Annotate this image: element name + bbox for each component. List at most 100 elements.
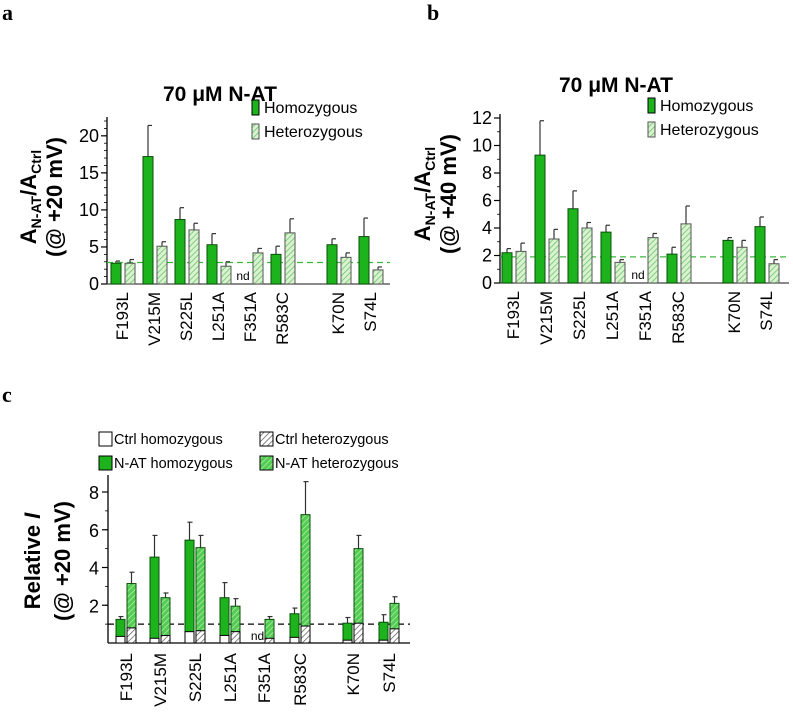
bar-heterozygous bbox=[515, 250, 527, 284]
legend-label-ctrl-homozygous: Ctrl homozygous bbox=[114, 432, 223, 448]
bar-homozygous bbox=[142, 156, 154, 285]
bar-ctrl-heterozygous bbox=[300, 625, 311, 644]
bar-heterozygous bbox=[614, 261, 626, 284]
bar-heterozygous bbox=[581, 227, 593, 284]
panel-label-a: a bbox=[2, 0, 13, 25]
legend-label-homozygous: Homozygous bbox=[660, 98, 753, 115]
bar-homozygous bbox=[270, 253, 282, 285]
bar-heterozygous bbox=[736, 246, 748, 284]
legend-label-heterozygous: Heterozygous bbox=[660, 122, 759, 139]
bar-heterozygous bbox=[220, 265, 232, 285]
y-label-sub-ctrl: Ctrl bbox=[422, 147, 438, 171]
y-label-A: A bbox=[410, 225, 435, 241]
x-category-label: R583C bbox=[291, 653, 310, 706]
bar-ctrl-homozygous bbox=[378, 639, 389, 644]
y-label-slash: /A bbox=[410, 171, 435, 193]
x-category-label: S225L bbox=[186, 653, 205, 702]
bar-homozygous bbox=[534, 154, 546, 284]
legend-swatch-nat-homozygous bbox=[98, 455, 113, 471]
bar-ctrl-homozygous bbox=[115, 635, 126, 644]
bar-homozygous bbox=[754, 226, 766, 284]
y-tick-label: 2 bbox=[482, 246, 492, 266]
y-tick-label: 0 bbox=[482, 273, 492, 293]
bar-homozygous bbox=[206, 244, 218, 285]
bar-homozygous bbox=[358, 236, 370, 285]
x-category-label: S225L bbox=[570, 291, 589, 340]
bar-heterozygous bbox=[768, 263, 780, 284]
bar-homozygous bbox=[501, 252, 513, 284]
bar-nat-heterozygous bbox=[300, 514, 311, 644]
nd-label: nd bbox=[236, 269, 249, 283]
y-axis-label-line2: (@ +40 mV) bbox=[436, 134, 461, 254]
y-tick-label: 0 bbox=[89, 274, 99, 294]
legend-swatch-nat-heterozygous bbox=[259, 455, 274, 471]
bar-homozygous bbox=[567, 208, 579, 284]
y-tick-label: 4 bbox=[482, 218, 492, 238]
bar-ctrl-homozygous bbox=[184, 631, 195, 644]
bar-heterozygous bbox=[188, 229, 200, 285]
x-category-label: V215M bbox=[145, 292, 164, 346]
y-axis-label-line1: Relative I bbox=[20, 512, 45, 610]
bar-ctrl-heterozygous bbox=[389, 628, 400, 644]
bar-heterozygous bbox=[340, 256, 352, 285]
bar-ctrl-heterozygous bbox=[195, 630, 206, 644]
bar-ctrl-homozygous bbox=[219, 634, 230, 644]
legend-swatch-homozygous bbox=[251, 99, 260, 116]
y-label-A: A bbox=[16, 228, 41, 244]
bar-heterozygous bbox=[680, 223, 692, 284]
bar-heterozygous bbox=[124, 262, 136, 285]
legend-label-ctrl-heterozygous: Ctrl heterozygous bbox=[275, 432, 389, 448]
x-category-label: V215M bbox=[537, 291, 556, 345]
chart-title: 70 μM N-AT bbox=[163, 83, 277, 106]
y-axis-label-line2: (@ +20 mV) bbox=[50, 501, 75, 621]
y-tick-label: 10 bbox=[79, 200, 99, 220]
x-category-label: F193L bbox=[504, 291, 523, 339]
x-category-label: F193L bbox=[113, 292, 132, 340]
x-category-label: V215M bbox=[151, 653, 170, 707]
bar-homozygous bbox=[110, 262, 122, 285]
bar-homozygous bbox=[722, 239, 734, 284]
nd-label: nd bbox=[631, 268, 644, 282]
x-category-label: K70N bbox=[329, 292, 348, 335]
nd-label: nd bbox=[251, 629, 264, 643]
bar-heterozygous bbox=[284, 232, 296, 285]
y-axis-label-line1: AN-AT/ACtrl bbox=[16, 150, 44, 244]
x-category-label: R583C bbox=[669, 291, 688, 344]
bar-ctrl-heterozygous bbox=[353, 622, 364, 644]
bar-ctrl-homozygous bbox=[149, 637, 160, 644]
bar-nat-homozygous bbox=[184, 539, 195, 644]
y-tick-label: 5 bbox=[89, 237, 99, 257]
y-tick-label: 10 bbox=[472, 136, 492, 156]
bar-homozygous bbox=[174, 219, 186, 285]
x-category-label: L251A bbox=[603, 290, 622, 340]
y-tick-label: 15 bbox=[79, 163, 99, 183]
legend-label-nat-heterozygous: N-AT heterozygous bbox=[275, 456, 399, 472]
legend-swatch-ctrl-homozygous bbox=[98, 431, 113, 447]
y-tick-label: 4 bbox=[89, 559, 99, 579]
legend-label-nat-homozygous: N-AT homozygous bbox=[114, 456, 233, 472]
x-category-label: K70N bbox=[725, 291, 744, 334]
bar-ctrl-heterozygous bbox=[126, 627, 137, 644]
bar-heterozygous bbox=[548, 238, 560, 284]
bar-ctrl-homozygous bbox=[342, 639, 353, 644]
legend-label-heterozygous: Heterozygous bbox=[264, 124, 363, 141]
y-tick-label: 2 bbox=[89, 596, 99, 616]
y-label-sub-nat: N-AT bbox=[28, 195, 44, 228]
x-category-label: S74L bbox=[757, 291, 776, 331]
chart-title: 70 μM N-AT bbox=[559, 74, 673, 97]
legend-swatch-heterozygous bbox=[647, 121, 656, 138]
y-label-sub-ctrl: Ctrl bbox=[28, 150, 44, 174]
x-category-label: S74L bbox=[380, 653, 399, 693]
bar-heterozygous bbox=[156, 245, 168, 285]
bar-homozygous bbox=[600, 231, 612, 284]
bar-heterozygous bbox=[252, 252, 264, 285]
y-label-relative: Relative bbox=[20, 519, 45, 610]
x-category-label: R583C bbox=[273, 292, 292, 345]
x-category-label: F193L bbox=[117, 653, 136, 701]
y-tick-label: 8 bbox=[89, 483, 99, 503]
x-category-label: F351A bbox=[241, 291, 260, 342]
y-tick-label: 12 bbox=[472, 108, 492, 128]
bar-nat-heterozygous bbox=[195, 547, 206, 644]
bar-ctrl-homozygous bbox=[289, 636, 300, 644]
